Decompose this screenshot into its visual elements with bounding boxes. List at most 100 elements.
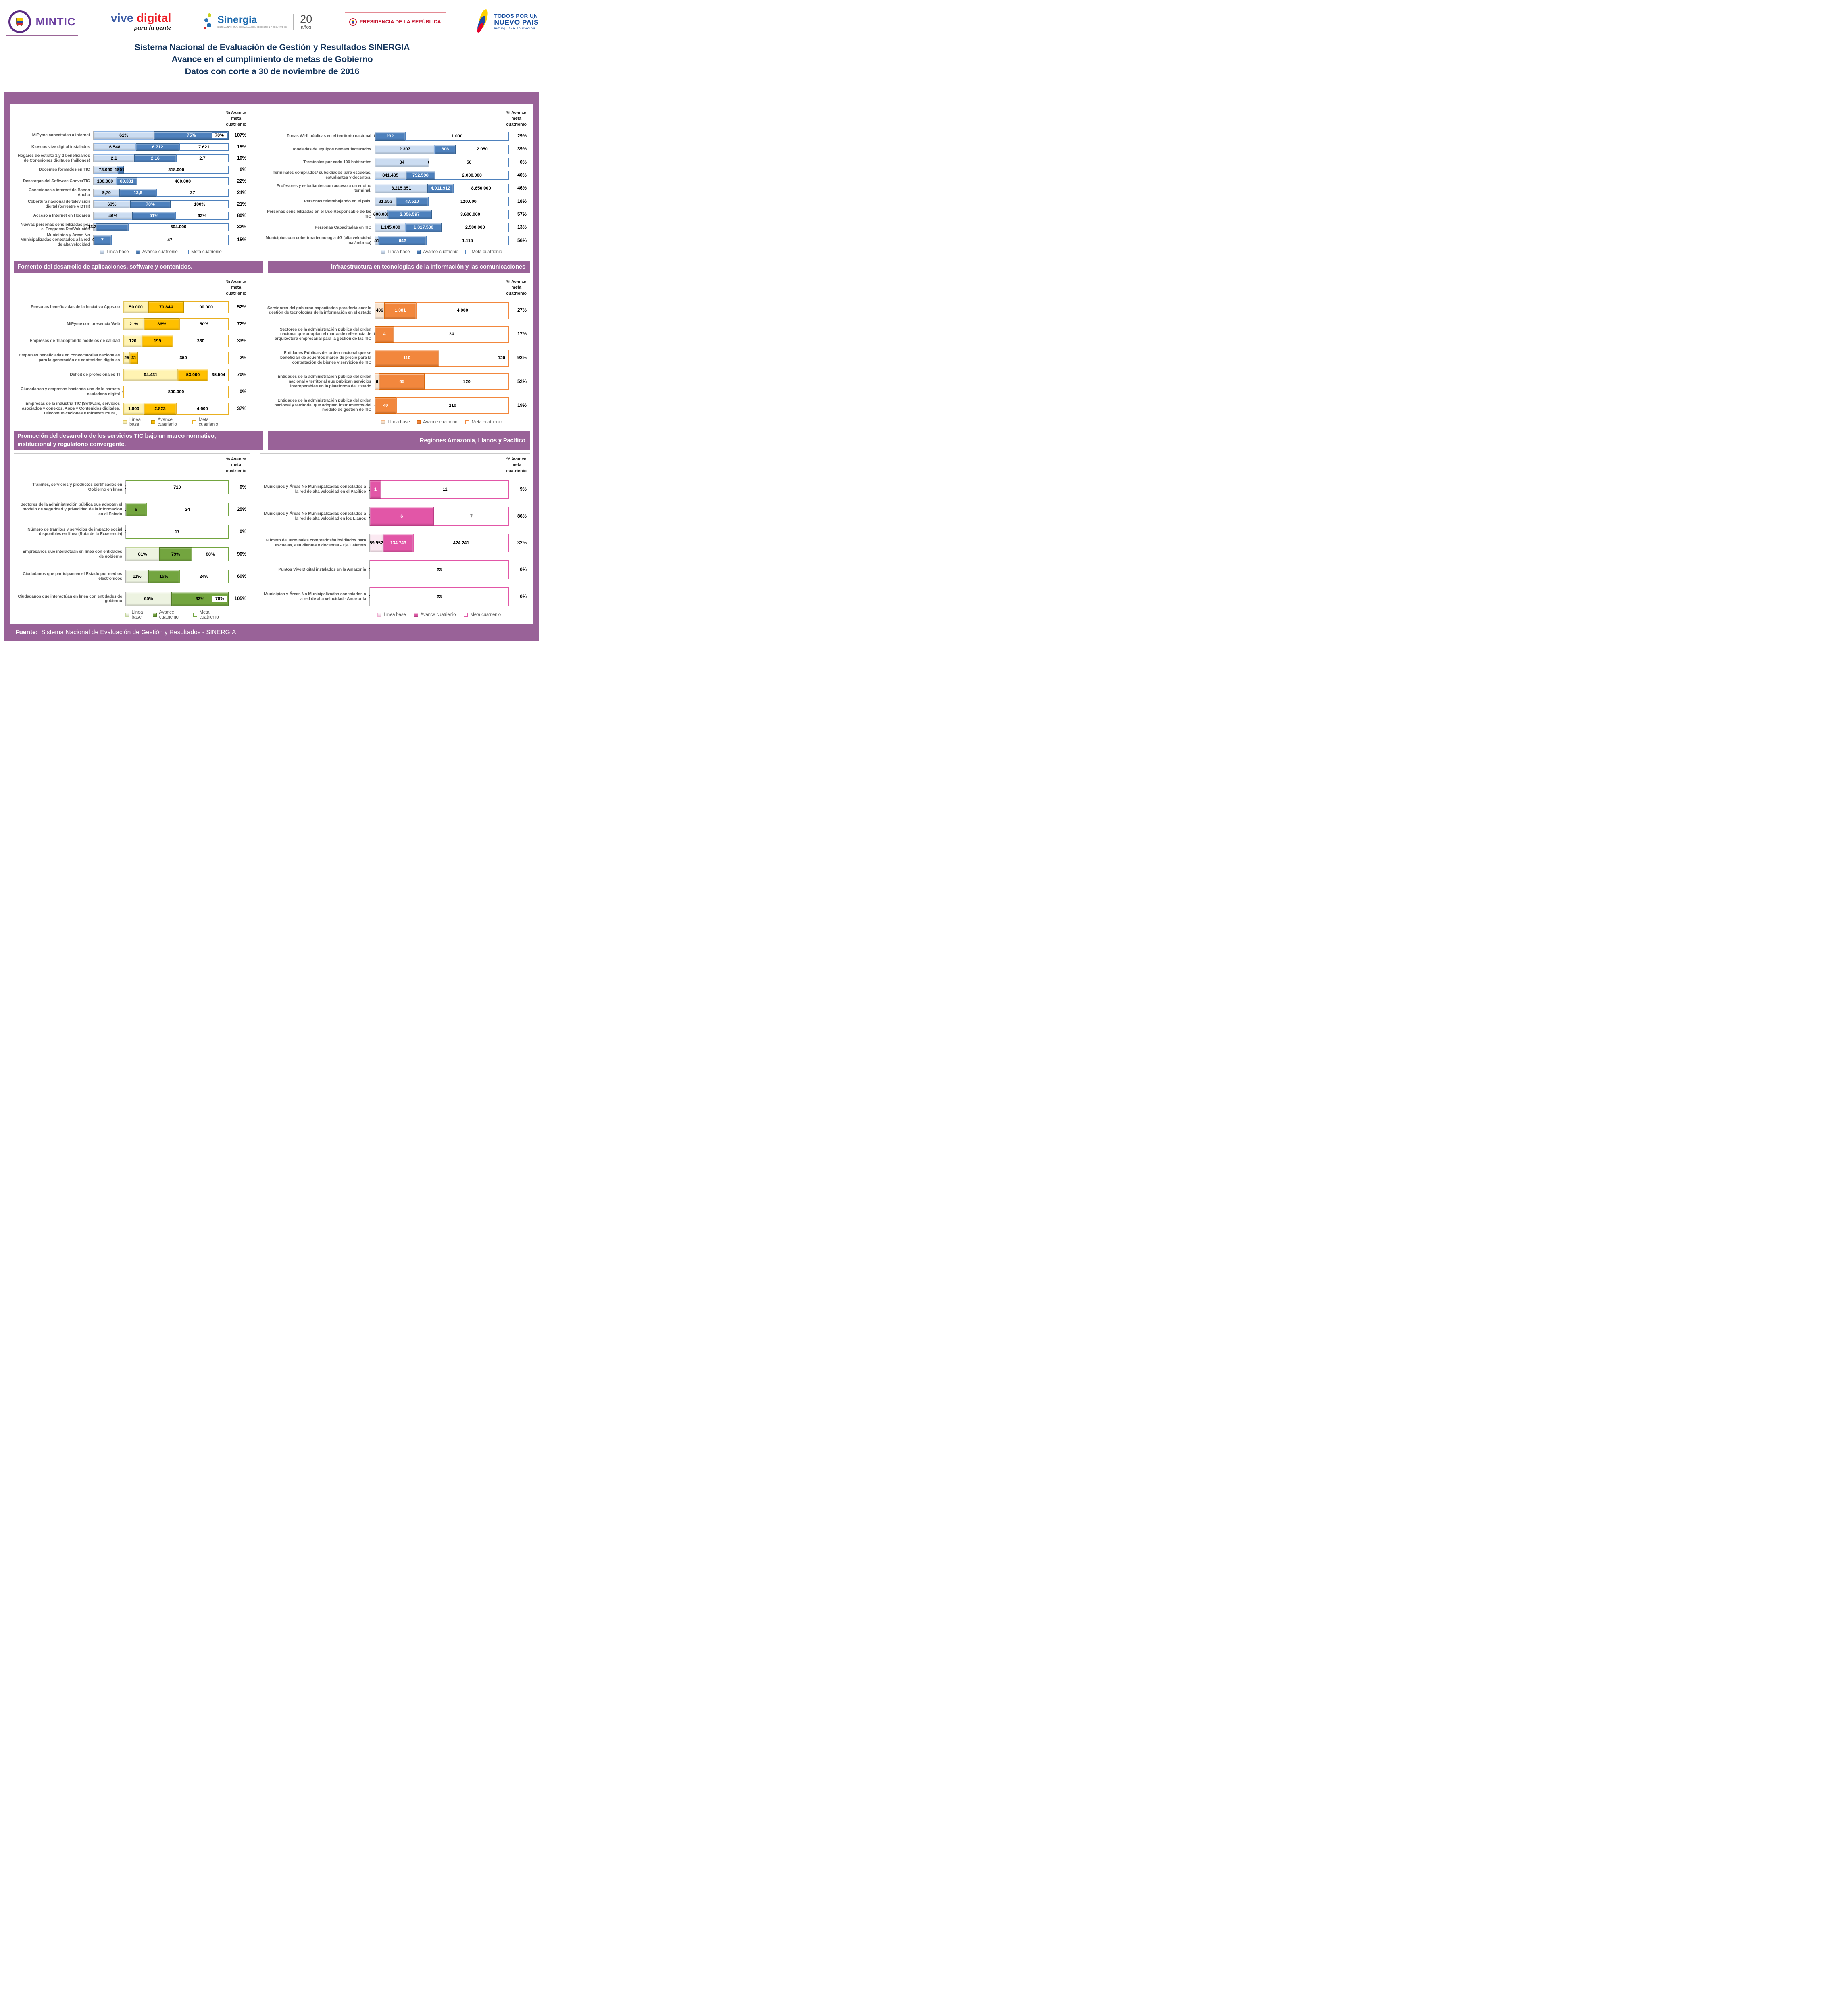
section-header-promocion: Promoción del desarrollo de los servicio… [14,431,263,450]
value-label: 1 [374,487,377,492]
legend-label: Meta cuatrienio [471,250,502,254]
bar-segment-base: 94.431 [123,369,178,381]
sinergia-years: 20 [300,13,312,25]
flag-ribbon-icon [476,8,492,35]
value-label: 31 [131,355,137,360]
frame-right [533,92,539,624]
bar-segment-base [94,223,96,231]
chart-row: Número de trámites y servicios de impact… [17,521,247,543]
bar-segment-meta: 2.050 [456,145,509,154]
bar-segment-meta: 210 [396,397,509,414]
value-label: 360 [197,338,205,344]
bar-plot: 067 [369,507,509,526]
pct-avance-value: 0% [240,485,246,490]
pct-avance-value: 32% [237,225,246,230]
bar-plot: 59.952 134.743 424.241 [369,533,509,553]
bar-plot: 0710 [125,480,229,494]
meta-label-box: 78% [212,596,227,602]
value-label: 9,70 [102,190,111,196]
bar-segment-base: 25 [123,352,130,364]
value-label: 25 [124,355,129,360]
value-label: 1.145.000 [380,225,400,230]
bar-plot: 100.000 89.331 400.000 [93,177,229,185]
bar-segment-meta: 2,7 [176,154,229,162]
bar-segment-base: 6 [375,373,379,390]
value-label: 65% [144,596,153,602]
category-label: Trámites, servicios y productos certific… [32,482,122,492]
bar-plot: 73.060 19014 318.000 [93,166,229,174]
value-label: 63% [198,213,207,219]
bar-segment-avance: 13,9 [119,189,157,197]
bar-segment-meta: 4.600 [176,403,229,415]
category-label: MiPyme con presencia Web [67,322,120,327]
value-label: 89.331 [120,179,134,184]
digital-word: digital [137,12,171,25]
linea-base-swatch-icon [123,420,127,424]
legend-label: Avance cuatrienio [159,610,179,620]
chart-row: Ciudadanos que participan en el Estado p… [17,565,247,587]
bar-segment-avance: 4.011.912 [427,184,454,193]
chart-legend: Línea base Avance cuatrienio Meta cuatri… [375,247,509,257]
legend-label: Avance cuatrienio [142,250,178,254]
value-label: 199 [154,338,161,344]
bar-segment-meta: 24% [179,569,229,584]
category-label: Kioscos vive digital instalados [31,144,90,149]
value-label: 100.000 [97,179,113,184]
category-label: Terminales por cada 100 habitantes [303,160,371,165]
pct-avance-value: 46% [517,186,527,191]
bar-segment-meta: 604.000 [128,223,229,231]
pct-avance-value: 25% [237,507,246,512]
chart-row: Profesores y estudiantes con acceso a un… [264,182,527,195]
legend-label: Línea base [131,610,143,620]
title-line-1: Sistema Nacional de Evaluación de Gestió… [134,42,410,52]
bar-segment-avance: 2.823 [144,403,176,415]
value-label: 81% [138,552,147,557]
pct-avance-value: 60% [237,574,246,579]
value-label: 642 [398,238,406,243]
bar-plot: 0747 [92,235,229,245]
chart-row: Personas sensibilizadas en el Uso Respon… [264,208,527,221]
bar-segment-avance: 31 [130,352,138,364]
pct-avance-value: 52% [237,304,246,310]
bar-plot: 94.431 53.000 35.504 [123,369,229,381]
chart-rows: Zonas Wi-fi públicas en el territorio na… [264,130,527,247]
chart-row: Municipios y Áreas No Municipalizadas co… [17,233,247,247]
value-label: 1.317.530 [413,225,433,230]
pct-avance-value: 0% [520,160,527,165]
bar-segment-meta: 120 [425,373,509,390]
value-label: 79% [171,552,180,557]
chart-row: Ciudadanos que interactúan en línea con … [17,588,247,610]
category-label: Hogares de estrato 1 y 2 beneficiarios d… [17,154,90,163]
value-label: 2.050 [477,147,488,152]
divider [293,14,294,30]
value-label: 94.431 [144,372,158,377]
pct-avance-value: 18% [517,199,527,204]
bar-segment-avance: 1 [369,480,381,499]
pct-avance-header: % Avance meta cuatrienio [506,457,527,473]
bar-segment-avance: 6 [125,502,146,517]
chart-row: Nuevas personas sensibilizadas por el Pr… [17,221,247,233]
pct-avance-value: 90% [237,552,246,557]
value-label: 51% [149,213,158,219]
category-label: Sectores de la administración pública de… [275,327,371,342]
frame-left [4,92,10,624]
bar-segment-meta: 3.600.000 [431,210,509,219]
value-label: 4.000 [457,308,468,313]
bar-segment-base: 2.307 [375,145,435,154]
vive-digital-logo: vive digital para la gente [111,12,171,32]
pct-avance-header: % Avance meta cuatrienio [226,279,246,296]
value-label: 40 [383,403,388,408]
category-label: Ciudadanos que interactúan en línea con … [18,594,122,604]
bar-plot: 21% 36% 50% [123,318,229,330]
bar-segment-meta: 7.621 [179,143,229,151]
legend-label: Meta cuatrienio [471,420,502,425]
avance-swatch-icon [153,613,157,617]
mintic-wordmark: MINTIC [35,15,76,28]
nuevo-pais-logo: TODOS POR UN NUEVO PAÍS PAZ EQUIDAD EDUC… [476,8,539,35]
bar-segment-meta: 710 [125,480,229,494]
bar-plot: 0111 [369,480,509,499]
pct-avance-value: 13% [517,225,527,230]
category-label: Cobertura nacional de televisión digital… [27,199,90,209]
meta-swatch-icon [465,420,469,424]
